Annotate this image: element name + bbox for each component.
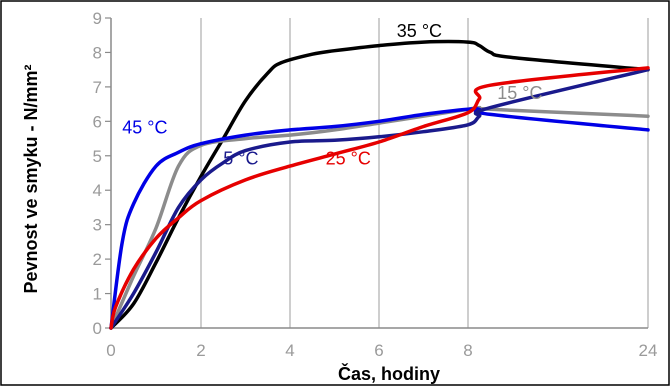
y-axis-title: Pevnost ve smyku - N/mm² — [21, 64, 41, 293]
y-tick-label-3: 3 — [93, 216, 102, 235]
y-tick-label-4: 4 — [93, 181, 102, 200]
y-tick-label-2: 2 — [93, 250, 102, 269]
y-tick-label-1: 1 — [93, 285, 102, 304]
series-labels: 35 °C 15 °C 45 °C 5 °C 25 °C — [122, 21, 542, 168]
series-label-5-C: 5 °C — [223, 148, 258, 168]
series-label-45-C: 45 °C — [122, 117, 167, 137]
y-tick-label-0: 0 — [93, 319, 102, 338]
y-tick-label-8: 8 — [93, 43, 102, 62]
x-tick-label-6: 6 — [374, 341, 383, 360]
y-tick-labels: 0 1 2 3 4 5 6 7 8 9 — [93, 9, 102, 338]
x-tick-label-8: 8 — [463, 341, 472, 360]
series-label-35-C: 35 °C — [397, 21, 442, 41]
x-tick-label-2: 2 — [196, 341, 205, 360]
x-tick-label-0: 0 — [106, 341, 115, 360]
series-line-25-C — [109, 66, 650, 330]
series-line-5-C — [109, 67, 650, 330]
x-axis-title: Čas, hodiny — [338, 363, 440, 384]
series-lines — [109, 39, 650, 330]
series-label-15-C: 15 °C — [497, 83, 542, 103]
y-tick-label-9: 9 — [93, 9, 102, 28]
y-tick-label-6: 6 — [93, 112, 102, 131]
x-tick-label-24: 24 — [639, 341, 658, 360]
series-label-25-C: 25 °C — [326, 148, 371, 168]
plot-area — [105, 17, 648, 329]
y-tick-label-7: 7 — [93, 78, 102, 97]
x-tick-labels: 0 2 4 6 8 24 — [106, 341, 657, 360]
x-tick-label-4: 4 — [285, 341, 294, 360]
y-tick-label-5: 5 — [93, 147, 102, 166]
